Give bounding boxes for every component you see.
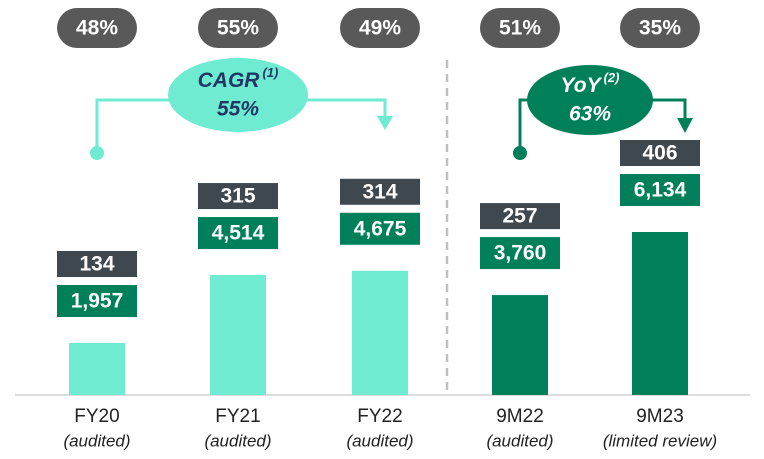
x-subtitle: (audited) <box>346 431 413 450</box>
bar <box>632 232 688 395</box>
annotation-value: 55% <box>217 98 259 121</box>
annotation-note: (2) <box>604 70 620 85</box>
share-badge <box>340 8 420 48</box>
share-label: 35% <box>639 17 681 40</box>
share-badge <box>57 8 137 48</box>
count-label: 257 <box>502 205 537 228</box>
annotation-title: YoY (2) <box>561 70 620 96</box>
bar <box>210 275 266 395</box>
count-label: 314 <box>362 180 397 203</box>
value-box <box>620 174 700 206</box>
value-label: 6,134 <box>634 179 687 202</box>
x-tick-label: FY21 <box>215 406 260 427</box>
value-box <box>340 212 420 245</box>
cagr-dot <box>90 146 104 160</box>
count-box <box>198 183 278 210</box>
value-label: 1,957 <box>71 290 124 313</box>
value-label: 4,675 <box>354 217 407 240</box>
value-box <box>480 237 560 270</box>
x-tick-label: 9M23 <box>636 406 684 427</box>
annotation-title: CAGR (1) <box>198 65 279 91</box>
share-badge <box>620 8 700 48</box>
count-box <box>57 250 137 277</box>
annotation-badge <box>527 65 653 135</box>
share-badge <box>480 8 560 48</box>
cagr-arrow <box>377 116 393 130</box>
value-label: 4,514 <box>212 222 265 245</box>
count-label: 134 <box>79 253 114 276</box>
count-box <box>480 203 560 230</box>
annotation-badge <box>168 58 308 132</box>
count-box <box>620 140 700 166</box>
annotation-note: (1) <box>262 65 278 80</box>
x-subtitle: (audited) <box>486 431 553 450</box>
count-label: 406 <box>642 142 677 165</box>
x-tick-label: FY20 <box>74 406 119 427</box>
share-label: 48% <box>76 17 118 40</box>
x-subtitle: (audited) <box>63 431 130 450</box>
x-tick-label: 9M22 <box>496 406 544 427</box>
share-label: 55% <box>217 17 259 40</box>
annotation-label: CAGR <box>198 69 261 92</box>
x-tick-label: FY22 <box>357 406 402 427</box>
share-label: 49% <box>359 17 401 40</box>
bar <box>69 342 125 395</box>
yoy-dot <box>513 146 527 160</box>
x-subtitle: (limited review) <box>603 431 717 450</box>
yoy-arrow <box>677 118 693 133</box>
annotation-value: 63% <box>569 103 611 126</box>
count-box <box>340 178 420 205</box>
value-label: 3,760 <box>494 242 547 265</box>
value-box <box>198 217 278 250</box>
bar <box>352 270 408 395</box>
share-badge <box>198 8 278 48</box>
count-label: 315 <box>220 185 255 208</box>
value-box <box>57 284 137 317</box>
share-label: 51% <box>499 17 541 40</box>
bar <box>492 295 548 395</box>
x-subtitle: (audited) <box>204 431 271 450</box>
annotation-label: YoY <box>561 74 603 97</box>
